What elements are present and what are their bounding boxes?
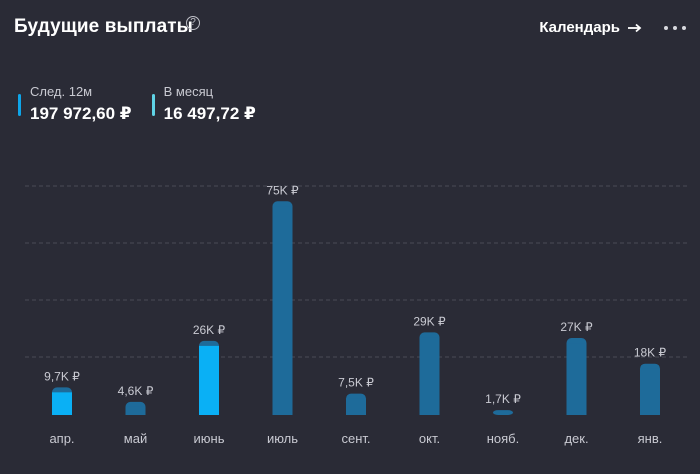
bar[interactable] [346,393,366,415]
stat-per-month-label: В месяц [163,84,214,99]
bar-cap [493,410,513,415]
bar-value-label: 4,6K ₽ [118,384,154,398]
more-horizontal-icon[interactable] [664,18,686,38]
x-tick-label: июль [267,431,298,446]
bar[interactable] [640,363,660,415]
stat-next-12m-value: 197 972,60 ₽ [30,104,132,123]
bar-paid-fill [199,345,219,415]
question-circle-icon[interactable]: ? [186,16,200,30]
bar-body [346,398,366,415]
x-tick-label: окт. [419,431,440,446]
bar-body [640,368,660,415]
stat-next-12m: След. 12м 197 972,60 ₽ [18,84,132,124]
bar[interactable] [52,387,72,415]
bar-value-label: 1,7K ₽ [485,392,521,406]
bar-value-label: 29K ₽ [413,314,446,328]
bar-body [272,206,293,415]
stat-next-12m-marker [18,94,21,116]
bar-value-label: 7,5K ₽ [338,376,374,390]
x-tick-label: нояб. [487,431,520,446]
bar-paid-fill [52,392,72,415]
bar[interactable] [272,201,293,415]
bar-body [125,406,146,415]
arrow-right-icon [628,23,642,32]
x-tick-label: июнь [194,431,225,446]
bar-body [419,337,440,415]
bar[interactable] [125,401,146,415]
bar[interactable] [199,340,219,415]
bar-value-label: 26K ₽ [193,323,226,337]
stat-next-12m-label: След. 12м [30,84,93,99]
payouts-bar-chart: 9,7K ₽ апр. 4,6K ₽ май 26K ₽ июнь 75K ₽ июль 7,5… [25,183,690,446]
stat-per-month: В месяц 16 497,72 ₽ [151,84,256,124]
x-tick-label: май [124,431,147,446]
bar-body [566,343,587,415]
page-title: Будущие выплаты [14,16,193,37]
calendar-link[interactable]: Календарь [539,19,642,36]
bar[interactable] [493,410,513,415]
bar-value-label: 18K ₽ [634,346,667,360]
bar[interactable] [566,338,587,415]
calendar-link-label: Календарь [539,19,620,36]
bar-value-label: 75K ₽ [266,183,299,197]
stat-per-month-marker [151,94,155,116]
x-tick-label: сент. [341,431,370,446]
bar-value-label: 27K ₽ [560,320,593,334]
stats-summary: След. 12м 197 972,60 ₽ В месяц 16 497,72… [18,84,276,124]
x-tick-label: дек. [564,431,588,446]
x-tick-label: апр. [49,431,74,446]
header: Будущие выплаты ? Календарь [14,14,686,44]
stat-per-month-value: 16 497,72 ₽ [163,104,256,123]
bar[interactable] [419,332,440,415]
bar-value-label: 9,7K ₽ [44,369,80,383]
x-tick-label: янв. [638,431,663,446]
